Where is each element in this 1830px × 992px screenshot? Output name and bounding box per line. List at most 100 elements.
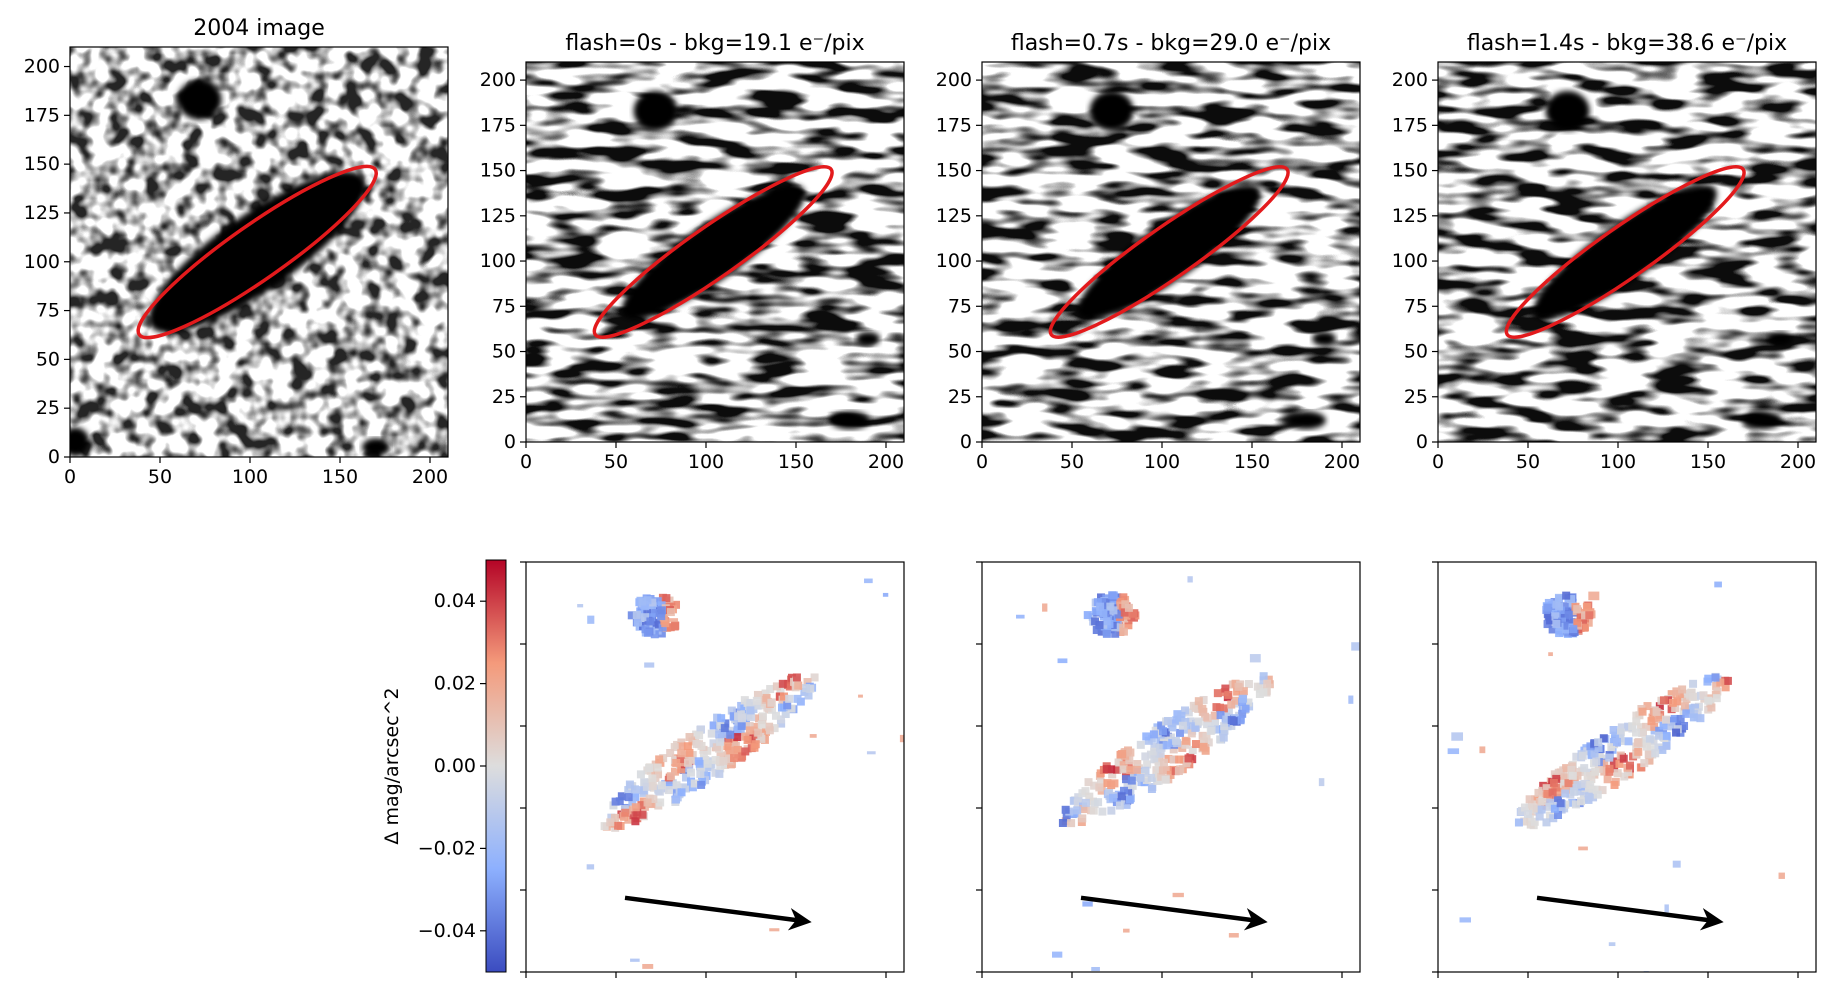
residual-cell: [731, 741, 740, 750]
residual-cell: [733, 745, 742, 754]
residual-cell: [1136, 740, 1145, 749]
residual-cell: [642, 782, 651, 791]
residual-cell: [747, 713, 756, 722]
residual-cell: [1617, 723, 1626, 732]
residual-cell: [1651, 749, 1660, 758]
residual-cell: [716, 751, 725, 760]
residual-area: [982, 562, 1360, 972]
residual-cell: [1652, 707, 1661, 716]
residual-cell: [1201, 746, 1210, 755]
residual-cell: [685, 748, 694, 757]
residual-cell: [1172, 716, 1181, 725]
residual-cell: [1158, 766, 1167, 775]
residual-cell: [676, 755, 685, 764]
source-blob: [70, 427, 90, 456]
residual-cell: [1188, 746, 1197, 755]
residual-cell: [1543, 789, 1552, 798]
residual-cell: [1723, 676, 1732, 685]
residual-cell: [1605, 753, 1614, 762]
panel-title: flash=0s - bkg=19.1 e⁻/pix: [565, 31, 864, 56]
residual-cell: [1233, 687, 1242, 696]
residual-cell: [787, 704, 796, 713]
y-tick-label: 0: [504, 431, 516, 453]
residual-speck: [1578, 846, 1588, 851]
residual-cell: [1108, 793, 1117, 802]
residual-cell: [1124, 603, 1133, 612]
residual-cell: [681, 784, 690, 793]
residual-cell: [1642, 722, 1651, 731]
residual-cell: [666, 749, 675, 758]
residual-panel-1: [976, 561, 1361, 978]
residual-cell: [1570, 775, 1579, 784]
residual-cell: [741, 747, 750, 756]
residual-cell: [1554, 810, 1563, 819]
residual-cell: [751, 722, 760, 731]
residual-cell: [1174, 767, 1183, 776]
residual-cell: [1678, 685, 1687, 694]
residual-cell: [711, 756, 720, 765]
residual-cell: [1647, 717, 1656, 726]
residual-cell: [611, 813, 620, 822]
residual-speck: [1664, 904, 1669, 913]
residual-speck: [769, 928, 780, 932]
residual-cell: [1061, 805, 1070, 814]
residual-cell: [1560, 621, 1569, 630]
residual-cell: [1628, 722, 1637, 731]
residual-cell: [631, 785, 640, 794]
residual-cell: [1716, 678, 1725, 687]
residual-cell: [662, 594, 671, 603]
residual-cell: [666, 772, 675, 781]
residual-cell: [1571, 800, 1580, 809]
residual-cell: [600, 822, 609, 831]
residual-cell: [1175, 755, 1184, 764]
residual-cell: [1638, 707, 1647, 716]
residual-cell: [1632, 717, 1641, 726]
residual-cell: [1094, 798, 1103, 807]
residual-cell: [1659, 721, 1668, 730]
residual-cell: [1610, 764, 1619, 773]
residual-cell: [716, 720, 725, 729]
residual-cell: [1091, 607, 1100, 616]
residual-cell: [1157, 721, 1166, 730]
residual-cell: [1712, 694, 1721, 703]
residual-cell: [1244, 680, 1253, 689]
x-tick-label: 200: [412, 466, 448, 488]
residual-cell: [1239, 687, 1248, 696]
residual-cell: [1140, 768, 1149, 777]
residual-cell: [1520, 803, 1529, 812]
residual-cell: [677, 765, 686, 774]
residual-cell: [721, 719, 730, 728]
residual-cell: [1201, 712, 1210, 721]
residual-cell: [1147, 784, 1156, 793]
residual-cell: [738, 714, 747, 723]
residual-cell: [1074, 793, 1083, 802]
residual-cell: [1177, 711, 1186, 720]
residual-cell: [1125, 756, 1134, 765]
y-tick-label: 150: [480, 160, 516, 182]
y-tick-label: 175: [24, 104, 60, 126]
residual-cell: [666, 608, 675, 617]
residual-speck: [1082, 901, 1093, 907]
residual-cell: [1580, 623, 1589, 632]
residual-cell: [1085, 792, 1094, 801]
residual-cell: [1548, 625, 1557, 634]
residual-cell: [1124, 788, 1133, 797]
residual-cell: [1591, 767, 1600, 776]
residual-cell: [1263, 679, 1272, 688]
residual-cell: [1662, 715, 1671, 724]
residual-cell: [1680, 702, 1689, 711]
residual-cell: [787, 673, 796, 682]
residual-cell: [1527, 800, 1536, 809]
axes-frame: [525, 61, 905, 443]
residual-cell: [685, 733, 694, 742]
residual-cell: [1569, 625, 1578, 634]
residual-cell: [1676, 714, 1685, 723]
residual-cell: [1572, 752, 1581, 761]
residual-cell: [1168, 723, 1177, 732]
residual-cell: [1181, 736, 1190, 745]
residual-cell: [1662, 741, 1671, 750]
residual-cell: [792, 673, 801, 682]
residual-cell: [1219, 733, 1228, 742]
residual-cell: [653, 763, 662, 772]
residual-cell: [1181, 706, 1190, 715]
